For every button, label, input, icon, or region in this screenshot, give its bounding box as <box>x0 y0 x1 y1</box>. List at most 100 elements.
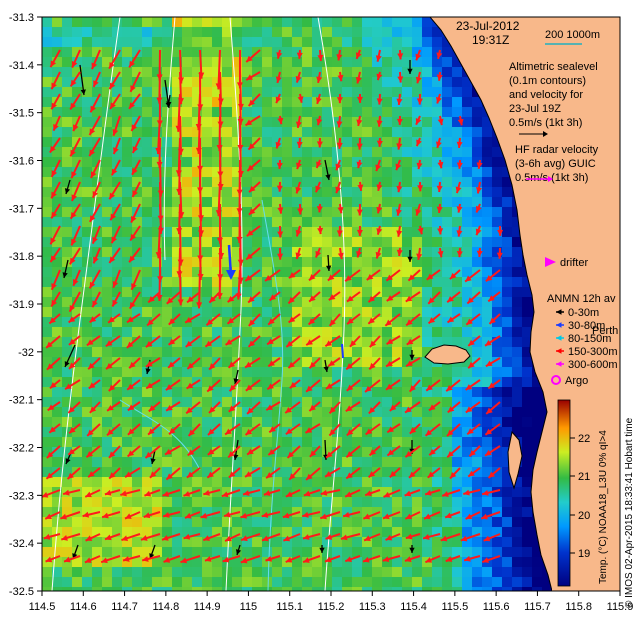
altimetry-arrow-head <box>409 354 415 360</box>
x-tick-label: 115.5 <box>441 601 468 613</box>
radar-arrow-head <box>229 384 236 392</box>
radar-arrow-head <box>130 233 137 241</box>
altimetry-arrow-head <box>319 547 325 553</box>
radar-arrow-head <box>49 426 56 433</box>
radar-arrow-head <box>465 406 473 413</box>
radar-arrow-head <box>405 451 413 458</box>
radar-arrow-head <box>267 338 274 345</box>
radar-arrow-head <box>132 146 139 153</box>
radar-arrow-head <box>325 340 333 347</box>
radar-arrow-head <box>51 211 57 219</box>
radar-arrow-head <box>320 489 328 496</box>
radar-arrow-head <box>486 407 493 414</box>
radar-arrow-head <box>166 404 173 411</box>
drifter-marker <box>545 257 556 267</box>
radar-arrow-head <box>295 75 302 83</box>
y-tick-label: -32.2 <box>9 443 34 455</box>
radar-arrow-head <box>297 96 304 103</box>
radar-arrow-head <box>145 451 153 458</box>
radar-arrow-head <box>51 170 58 177</box>
x-tick-label: 115 <box>240 601 258 613</box>
radar-arrow-head <box>335 186 342 194</box>
radar-arrow-head <box>249 185 256 193</box>
radar-arrow-head <box>386 338 394 345</box>
radar-arrow-head <box>245 274 252 281</box>
radar-arrow-head <box>449 472 457 479</box>
radar-arrow-head <box>241 535 248 542</box>
altimetry-line-5: 0.5m/s (1kt 3h) <box>509 117 582 129</box>
radar-arrow-head <box>336 142 343 149</box>
y-tick-label: -31.6 <box>9 156 34 168</box>
radar-arrow-head <box>476 162 483 169</box>
altimetry-line-2: (0.1m contours) <box>509 75 586 87</box>
radar-arrow-head <box>125 471 132 478</box>
radar-arrow-head <box>329 429 336 436</box>
radar-arrow-head <box>248 143 255 150</box>
radar-arrow-head <box>145 341 153 348</box>
radar-arrow-head <box>46 341 53 348</box>
radar-arrow-head <box>143 512 151 519</box>
radar-arrow-head <box>53 124 59 131</box>
radar-arrow-head <box>68 338 76 345</box>
y-tick-label: -32.5 <box>9 586 34 598</box>
radar-arrow <box>157 115 161 155</box>
hf-radar-legend: HF radar velocity (3-6h avg) GUIC 0.5m/s… <box>515 144 599 184</box>
radar-arrow-head <box>87 429 94 436</box>
radar-arrow-head <box>109 82 116 90</box>
radar-arrow-head <box>482 557 489 563</box>
radar-arrow-head <box>85 535 93 541</box>
radar-arrow-head <box>148 405 156 412</box>
radar-arrow-head <box>389 470 397 478</box>
radar-arrow-head <box>336 230 343 237</box>
radar-arrow-head <box>127 450 135 457</box>
radar-arrow-head <box>389 404 397 411</box>
radar-arrow-head <box>328 294 336 301</box>
radar-arrow <box>197 115 201 154</box>
radar-arrow-head <box>65 383 72 390</box>
radar-arrow-head <box>346 429 354 436</box>
radar-arrow-head <box>316 141 323 148</box>
radar-arrow-head <box>207 448 215 455</box>
radar-arrow-head <box>368 295 375 303</box>
radar-arrow-head <box>92 190 99 198</box>
radar-arrow-head <box>296 162 302 170</box>
radar-arrow-head <box>221 491 229 498</box>
radar-arrow-head <box>50 255 57 263</box>
radar-arrow-head <box>336 121 343 128</box>
radar-arrow-head <box>161 535 169 541</box>
radar-arrow-head <box>376 140 383 147</box>
radar-arrow-head <box>409 427 417 434</box>
radar-arrow-head <box>297 208 304 215</box>
radar-arrow-head <box>277 231 284 238</box>
radar-arrow-head <box>71 238 77 246</box>
radar-arrow-head <box>186 382 194 389</box>
radar-arrow-head <box>288 316 296 323</box>
radar-arrow-head <box>168 361 175 368</box>
radar-arrow-head <box>416 139 422 147</box>
plot-area <box>42 17 620 591</box>
radar-arrow-head <box>89 406 97 413</box>
y-tick-label: -31.8 <box>9 251 34 263</box>
radar-arrow-head <box>485 360 493 367</box>
radar-arrow-head <box>243 490 250 496</box>
radar-arrow-head <box>335 163 342 171</box>
radar-arrow-head <box>416 162 423 170</box>
radar-arrow-head <box>340 534 348 541</box>
radar-arrow-head <box>109 256 116 263</box>
radar-arrow-head <box>51 82 57 90</box>
radar-arrow-head <box>423 534 430 540</box>
drifter-label: drifter <box>560 257 588 269</box>
radar-arrow-head <box>89 215 96 222</box>
radar-arrow-head <box>49 382 57 389</box>
radar-arrow-head <box>488 295 495 302</box>
perth-label: Perth <box>592 325 618 337</box>
radar-arrow-head <box>89 149 95 157</box>
radar-arrow-head <box>406 338 414 345</box>
radar-arrow-head <box>366 273 374 280</box>
y-tick-label: -31.7 <box>9 203 34 215</box>
radar-arrow-head <box>375 164 382 172</box>
radar-arrow-head <box>364 535 371 541</box>
radar-arrow-head <box>51 299 58 307</box>
anmn-title: ANMN 12h av <box>547 293 616 305</box>
radar-arrow-head <box>464 555 471 562</box>
